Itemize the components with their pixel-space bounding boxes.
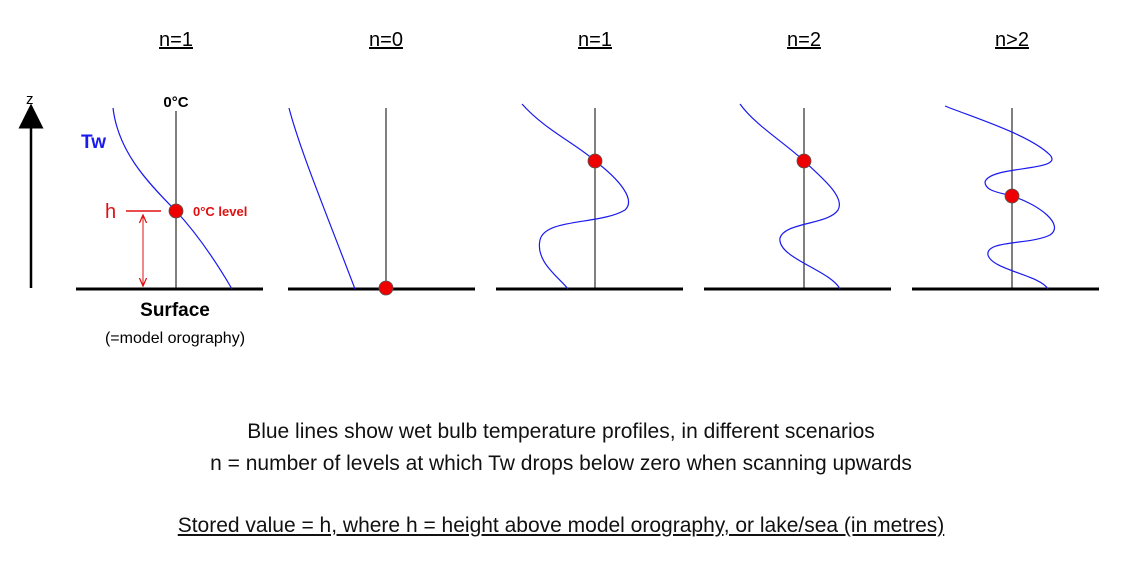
panel-5 bbox=[912, 105, 1099, 291]
panel-title-2: n=0 bbox=[369, 29, 403, 51]
caption-stored-value: Stored value = h, where h = height above… bbox=[177, 514, 945, 537]
h-label: h bbox=[105, 201, 116, 223]
freezing-level-marker bbox=[587, 153, 603, 169]
caption-line-2: n = number of levels at which Tw drops b… bbox=[210, 452, 912, 475]
tw-label: Tw bbox=[81, 132, 106, 153]
tw-profile-curve bbox=[288, 107, 356, 290]
zero-degree-label: 0°C bbox=[163, 94, 188, 111]
tw-profile-curve bbox=[112, 107, 233, 290]
panel-title-5: n>2 bbox=[995, 29, 1029, 51]
orography-label: (=model orography) bbox=[105, 330, 245, 347]
tw-profile-curve bbox=[521, 103, 630, 290]
zero-degree-level-label: 0°C level bbox=[193, 204, 247, 219]
panel-title-1: n=1 bbox=[159, 29, 193, 51]
freezing-level-marker bbox=[796, 153, 812, 169]
caption-line-1: Blue lines show wet bulb temperature pro… bbox=[247, 420, 875, 443]
freezing-level-marker bbox=[378, 280, 394, 296]
panel-title-4: n=2 bbox=[787, 29, 821, 51]
panel-1: 0°C Tw h 0°C level Surface (=model orogr… bbox=[76, 94, 263, 347]
panel-3 bbox=[496, 103, 683, 291]
freezing-level-marker bbox=[168, 203, 184, 219]
panel-2 bbox=[288, 107, 475, 296]
panel-4 bbox=[704, 103, 891, 291]
freezing-level-marker bbox=[1004, 188, 1020, 204]
tw-profile-curve bbox=[739, 103, 841, 290]
surface-label: Surface bbox=[140, 300, 210, 321]
panel-title-3: n=1 bbox=[578, 29, 612, 51]
tw-profile-curve bbox=[944, 105, 1056, 290]
z-axis-label: z bbox=[26, 91, 34, 108]
